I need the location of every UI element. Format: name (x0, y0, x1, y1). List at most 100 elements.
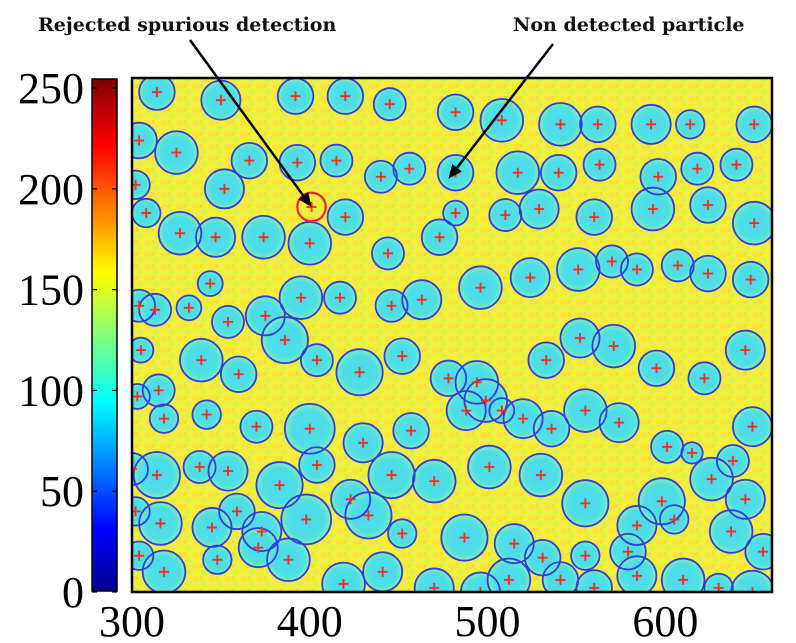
detection-circle (342, 422, 384, 464)
center-marker (747, 421, 758, 432)
detection-circle (731, 200, 772, 246)
center-marker (656, 496, 667, 507)
detection-circle (148, 403, 180, 434)
center-marker (194, 462, 205, 473)
center-marker (450, 107, 461, 118)
center-marker (132, 464, 137, 475)
detection-circle (132, 451, 181, 500)
center-marker (535, 470, 546, 481)
center-marker (647, 204, 658, 215)
plot-frame (130, 76, 774, 594)
center-marker (607, 256, 617, 267)
center-marker (171, 147, 182, 158)
center-marker (706, 474, 717, 485)
center-marker (292, 157, 303, 168)
center-marker (589, 212, 600, 223)
detection-circle (518, 452, 564, 498)
center-marker (631, 520, 642, 531)
center-marker (233, 369, 244, 380)
annotation-arrows (188, 39, 554, 208)
center-marker (553, 167, 564, 178)
detection-circle (237, 527, 279, 569)
center-marker (461, 405, 472, 416)
detection-circle (559, 317, 601, 359)
center-marker (573, 264, 584, 275)
center-marker (207, 522, 217, 533)
center-marker (151, 470, 162, 481)
detection-circle (138, 78, 176, 111)
detection-circle (563, 388, 608, 433)
detection-circle (609, 533, 647, 571)
center-marker (215, 95, 226, 106)
detection-circle (731, 406, 772, 448)
center-marker (386, 300, 397, 311)
center-marker (363, 510, 374, 521)
center-marker (150, 304, 161, 315)
detection-circle (298, 446, 336, 484)
detection-circle (132, 452, 149, 486)
detection-circle (196, 270, 224, 297)
center-marker (383, 248, 393, 259)
detection-circle (440, 513, 489, 562)
detection-circle (203, 168, 245, 210)
detection-circle (555, 247, 601, 292)
detection-circle (132, 169, 151, 200)
detection-circle (442, 199, 469, 227)
center-marker (727, 455, 738, 466)
center-marker (256, 526, 267, 537)
detection-circle (458, 265, 503, 310)
detection-circle (575, 569, 613, 592)
center-marker (311, 460, 322, 471)
detection-circle (579, 105, 617, 144)
detection-circle (731, 260, 770, 299)
detection-circle (157, 210, 203, 256)
center-marker (331, 155, 342, 166)
center-marker (416, 294, 427, 305)
detection-circle (241, 215, 286, 260)
detection-circle (132, 197, 162, 229)
center-marker (646, 119, 657, 130)
detection-circle (195, 216, 237, 258)
center-marker (219, 183, 230, 194)
center-marker (159, 413, 169, 424)
center-marker (205, 278, 216, 289)
particle (704, 573, 733, 592)
center-marker (132, 391, 143, 402)
center-marker (212, 554, 223, 565)
detection-circle (708, 509, 754, 554)
center-marker (304, 423, 315, 434)
center-marker (475, 587, 486, 592)
detection-circle (132, 121, 158, 160)
center-marker (375, 171, 386, 182)
detection-circle (459, 571, 501, 592)
center-marker (253, 542, 264, 553)
center-marker (335, 292, 345, 303)
center-marker (135, 345, 146, 356)
x-tick-label: 300 (99, 597, 165, 643)
detection-circle (132, 336, 155, 364)
detection-circle (383, 337, 421, 375)
center-marker (623, 546, 633, 557)
center-marker (699, 373, 710, 384)
particle (132, 170, 150, 200)
center-marker (231, 506, 242, 517)
rejected-detection-circle (296, 191, 327, 223)
detection-circle (436, 154, 475, 192)
detection-circle (191, 399, 222, 430)
detection-circle (680, 151, 715, 186)
center-marker (692, 163, 703, 174)
detection-circle (179, 337, 224, 383)
center-marker (134, 300, 145, 311)
center-marker (608, 341, 619, 352)
center-marker (594, 159, 605, 170)
detection-circle (413, 567, 455, 592)
center-marker (575, 333, 585, 344)
center-marker (758, 546, 769, 557)
center-marker (480, 395, 491, 406)
center-marker (290, 91, 301, 102)
detection-circle (138, 501, 183, 546)
center-marker (244, 155, 255, 166)
detection-circle (689, 456, 734, 502)
center-marker (580, 498, 591, 509)
detection-circle (486, 557, 532, 592)
